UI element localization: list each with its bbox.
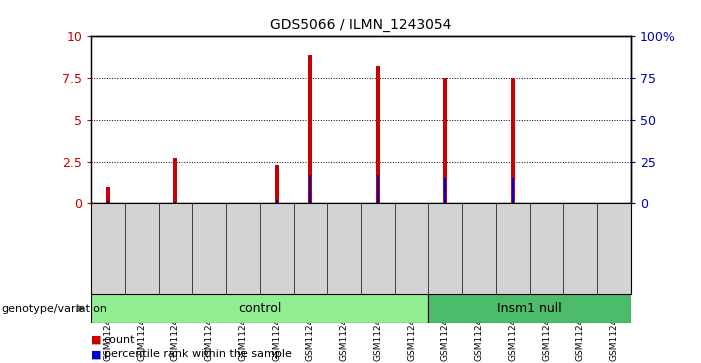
Bar [107, 201, 109, 203]
Text: count: count [104, 335, 135, 345]
Text: ■: ■ [91, 349, 102, 359]
Title: GDS5066 / ILMN_1243054: GDS5066 / ILMN_1243054 [271, 19, 451, 33]
Bar [377, 175, 379, 203]
Text: percentile rank within the sample: percentile rank within the sample [104, 349, 292, 359]
Bar [376, 66, 380, 203]
Bar [275, 165, 279, 203]
Text: genotype/variation: genotype/variation [1, 303, 107, 314]
Bar [428, 294, 631, 323]
Text: Insm1 null: Insm1 null [497, 302, 562, 315]
Bar [106, 187, 110, 203]
Bar [91, 294, 428, 323]
Bar [173, 158, 177, 203]
Bar [308, 55, 313, 203]
Bar [444, 178, 447, 203]
Bar [275, 200, 278, 203]
Bar [512, 178, 514, 203]
Text: control: control [238, 302, 282, 315]
Bar [175, 201, 177, 203]
Bar [443, 78, 447, 203]
Text: ■: ■ [91, 335, 102, 345]
Bar [511, 78, 515, 203]
Bar [309, 175, 311, 203]
